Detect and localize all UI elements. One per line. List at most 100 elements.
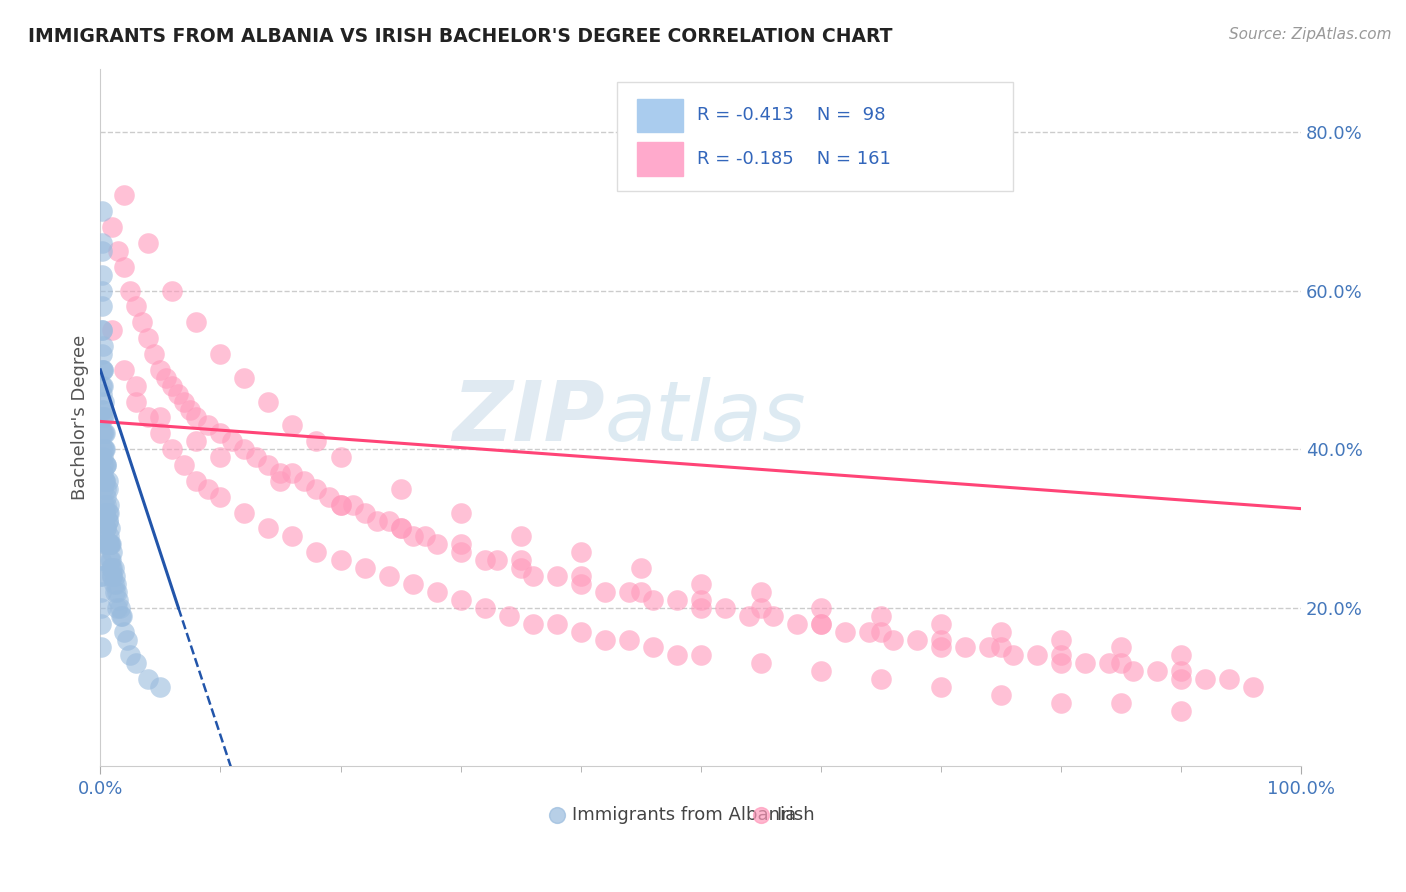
Point — [749, 600, 772, 615]
Point — [426, 537, 449, 551]
Point — [101, 545, 124, 559]
Point — [257, 521, 280, 535]
Point — [1109, 640, 1132, 655]
Point — [245, 450, 267, 464]
Point — [377, 514, 399, 528]
Point — [485, 553, 508, 567]
Point — [105, 585, 128, 599]
Point — [91, 402, 114, 417]
Point — [990, 624, 1012, 639]
Point — [104, 569, 127, 583]
Point — [401, 529, 423, 543]
Point — [125, 657, 148, 671]
Point — [101, 561, 124, 575]
Point — [509, 529, 531, 543]
Point — [149, 363, 172, 377]
Point — [93, 442, 115, 457]
Point — [93, 426, 115, 441]
Point — [749, 585, 772, 599]
Point — [90, 386, 112, 401]
Point — [138, 672, 160, 686]
Point — [329, 498, 352, 512]
Point — [131, 315, 153, 329]
Point — [91, 363, 114, 377]
Point — [233, 371, 256, 385]
Point — [1170, 704, 1192, 718]
Point — [522, 569, 544, 583]
Point — [112, 624, 135, 639]
Point — [353, 506, 375, 520]
Point — [110, 608, 132, 623]
Point — [90, 569, 112, 583]
Text: Immigrants from Albania: Immigrants from Albania — [572, 806, 797, 824]
Point — [281, 418, 304, 433]
Point — [389, 482, 412, 496]
Point — [269, 466, 291, 480]
Point — [149, 426, 172, 441]
Text: ZIP: ZIP — [453, 377, 605, 458]
Point — [93, 498, 115, 512]
Point — [762, 608, 785, 623]
Point — [98, 521, 121, 535]
Point — [810, 600, 832, 615]
Point — [112, 363, 135, 377]
Point — [115, 632, 138, 647]
Point — [96, 537, 118, 551]
Point — [91, 442, 114, 457]
Point — [94, 442, 117, 457]
Point — [103, 561, 125, 575]
Point — [120, 284, 142, 298]
Point — [186, 410, 208, 425]
Point — [91, 378, 114, 392]
Point — [953, 640, 976, 655]
Point — [738, 608, 761, 623]
Point — [90, 235, 112, 250]
Point — [91, 339, 114, 353]
Point — [96, 514, 118, 528]
Point — [401, 577, 423, 591]
Point — [105, 600, 128, 615]
Point — [97, 498, 120, 512]
Point — [107, 244, 129, 258]
Point — [929, 632, 952, 647]
Point — [834, 624, 856, 639]
Point — [90, 569, 112, 583]
Point — [173, 458, 195, 472]
Point — [101, 323, 124, 337]
Point — [100, 561, 122, 575]
Text: R = -0.413    N =  98: R = -0.413 N = 98 — [697, 106, 886, 124]
Point — [870, 608, 893, 623]
Point — [329, 498, 352, 512]
Point — [870, 672, 893, 686]
Point — [617, 632, 640, 647]
Point — [569, 569, 592, 583]
Point — [162, 442, 184, 457]
Point — [1170, 672, 1192, 686]
Point — [97, 506, 120, 520]
Point — [689, 592, 711, 607]
Point — [786, 616, 808, 631]
Point — [1109, 657, 1132, 671]
Point — [630, 585, 652, 599]
Point — [209, 450, 232, 464]
Point — [96, 521, 118, 535]
Point — [450, 592, 472, 607]
Point — [1050, 648, 1073, 663]
Point — [870, 624, 893, 639]
Text: atlas: atlas — [605, 377, 806, 458]
Point — [1170, 665, 1192, 679]
Point — [112, 260, 135, 274]
Point — [221, 434, 243, 449]
Point — [101, 220, 124, 235]
Point — [1074, 657, 1097, 671]
Point — [91, 402, 114, 417]
Text: Source: ZipAtlas.com: Source: ZipAtlas.com — [1229, 27, 1392, 42]
Point — [617, 585, 640, 599]
Point — [94, 426, 117, 441]
Point — [94, 458, 117, 472]
Bar — [637, 98, 683, 132]
Point — [353, 561, 375, 575]
Point — [155, 371, 177, 385]
Point — [186, 434, 208, 449]
Point — [94, 537, 117, 551]
